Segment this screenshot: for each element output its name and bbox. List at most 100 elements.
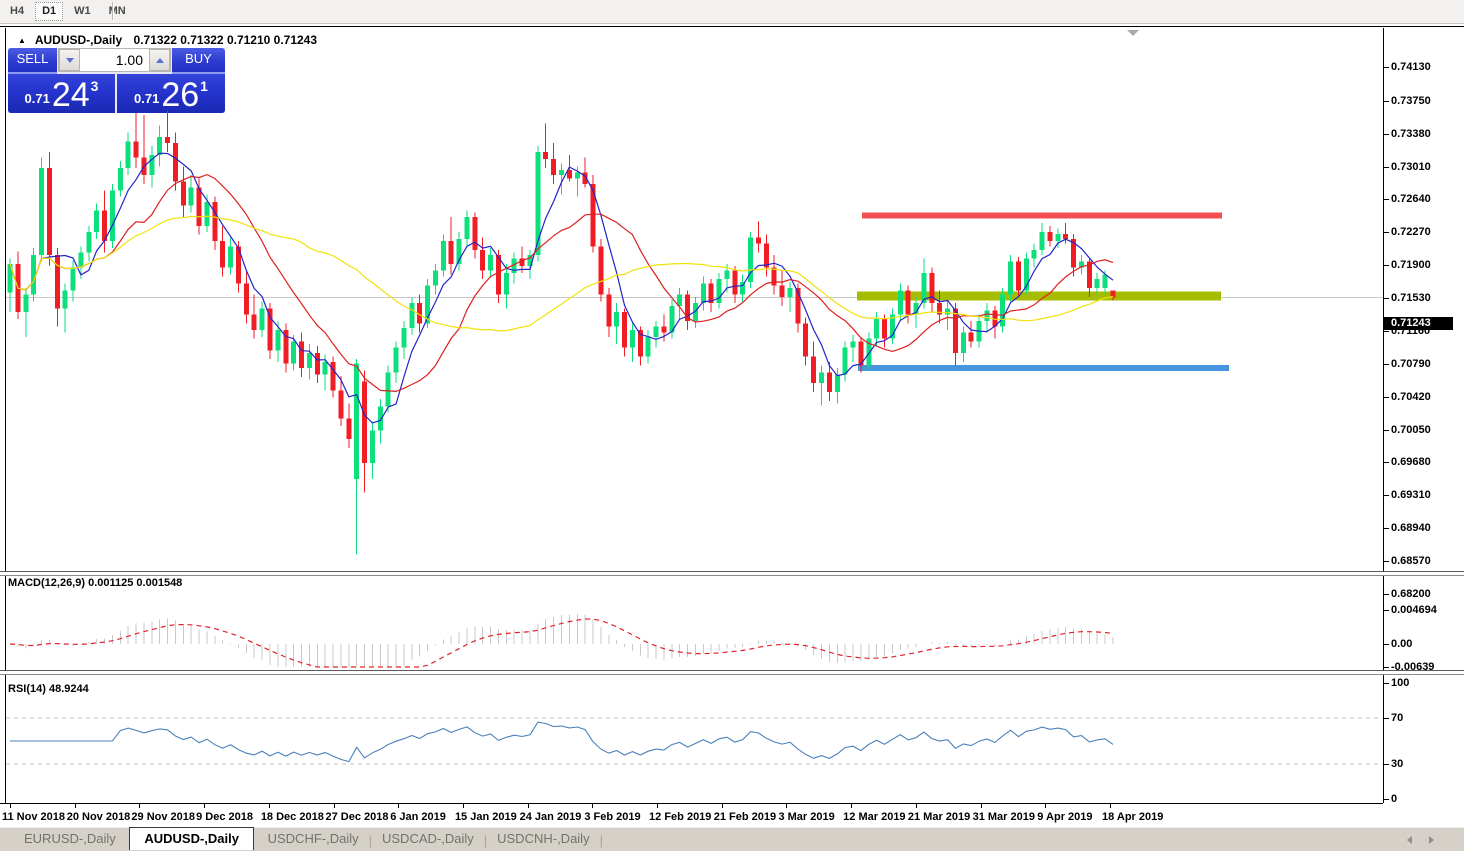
candle-bullish: [306, 352, 312, 369]
candle-bearish: [708, 283, 714, 304]
chart-tab-usdcnh[interactable]: USDCNH-,Daily: [497, 831, 590, 846]
candle-bearish: [952, 308, 958, 353]
candle-bullish: [377, 406, 383, 431]
candle-bearish: [472, 216, 478, 250]
sell-price-button[interactable]: 0.71 24 3: [8, 74, 115, 113]
price-tick: [1384, 298, 1389, 300]
buy-button[interactable]: BUY: [172, 48, 225, 74]
candle-bearish: [795, 288, 801, 324]
support-line[interactable]: [858, 364, 1229, 371]
candle-bearish: [606, 294, 612, 327]
candle-bearish: [1110, 290, 1116, 298]
chart-tab-eurusd[interactable]: EURUSD-,Daily: [24, 831, 116, 846]
panel-divider[interactable]: [0, 670, 1464, 675]
chart-tab-bar: EURUSD-,Daily AUDUSD-,Daily USDCHF-,Dail…: [0, 826, 1464, 851]
triangle-up-icon: [155, 57, 164, 63]
candle-bearish: [779, 285, 785, 297]
date-tick: [786, 804, 788, 808]
triangle-down-icon: [65, 57, 74, 63]
sell-price-point: 3: [90, 78, 99, 94]
price-tick: [1384, 429, 1389, 431]
candle-bullish: [1094, 279, 1100, 289]
rsi-axis-label: 30: [1391, 758, 1404, 771]
macd-axis-label: 0.004694: [1391, 604, 1437, 617]
candle-bullish: [913, 303, 919, 315]
candle-bullish: [1008, 261, 1014, 295]
macd-signal-line: [9, 618, 1114, 668]
chart-tab-audusd[interactable]: AUDUSD-,Daily: [129, 827, 254, 850]
resistance-line[interactable]: [862, 212, 1222, 219]
price-tick: [1384, 199, 1389, 201]
buy-price-button[interactable]: 0.71 26 1: [117, 74, 225, 113]
price-tick: [1384, 166, 1389, 168]
candle-bearish: [235, 246, 241, 284]
date-tick: [527, 804, 529, 808]
scroll-to-end-icon[interactable]: [1127, 30, 1139, 36]
candle-bearish: [937, 303, 943, 315]
date-tick: [139, 804, 141, 808]
date-axis-label: 18 Dec 2018: [260, 811, 324, 823]
timeframe-button-h4[interactable]: H4: [10, 5, 25, 17]
date-tick: [592, 804, 594, 808]
pivot-line[interactable]: [857, 291, 1221, 301]
candle-bearish: [346, 418, 352, 440]
candle-bullish: [432, 270, 438, 286]
candle-bearish: [1015, 261, 1021, 291]
candle-bearish: [267, 308, 273, 351]
candle-bullish: [503, 272, 509, 295]
date-tick: [204, 804, 206, 808]
timeframe-button-w1[interactable]: W1: [74, 5, 91, 17]
volume-increase-button[interactable]: [149, 49, 170, 71]
tab-scroll-left-icon[interactable]: [1407, 836, 1412, 844]
date-axis-label: 24 Jan 2019: [519, 811, 582, 823]
price-axis-label: 0.69310: [1391, 489, 1431, 502]
macd-axis-tick: [1384, 644, 1389, 645]
sell-price-prefix: 0.71: [24, 91, 50, 106]
chart-tab-usdchf[interactable]: USDCHF-,Daily: [267, 831, 359, 846]
sell-button[interactable]: SELL: [8, 48, 57, 74]
volume-decrease-button[interactable]: [59, 49, 80, 71]
macd-axis-label: -0.00639: [1391, 661, 1435, 673]
candle-bearish: [929, 272, 935, 304]
tab-scroll-right-icon[interactable]: [1429, 836, 1434, 844]
candle-bearish: [283, 329, 289, 364]
timeframe-toolbar: H4 D1 W1 MN: [0, 0, 1464, 24]
candle-bullish: [70, 267, 76, 291]
rsi-axis-label: 70: [1391, 711, 1404, 724]
date-axis-label: 15 Jan 2019: [454, 811, 517, 823]
candle-bullish: [527, 255, 533, 266]
candle-bullish: [291, 341, 297, 364]
panel-divider[interactable]: [0, 571, 1464, 576]
chart-tab-usdcad[interactable]: USDCAD-,Daily: [382, 831, 474, 846]
timeframe-button-mn[interactable]: MN: [108, 5, 126, 17]
candle-bullish: [149, 154, 155, 176]
candle-bearish: [858, 341, 864, 366]
candle-bullish: [748, 237, 754, 282]
volume-value[interactable]: 1.00: [115, 52, 143, 68]
rsi-axis-tick: [1384, 799, 1389, 800]
collapse-panel-icon[interactable]: ▲: [18, 36, 26, 45]
chart-symbol-period: AUDUSD-,Daily: [34, 33, 123, 47]
candle-bullish: [653, 326, 659, 337]
candle-bullish: [1102, 274, 1108, 289]
candle-bullish: [692, 303, 698, 321]
candle-bearish: [968, 332, 974, 342]
price-tick: [1384, 528, 1389, 530]
candle-bearish: [165, 136, 171, 144]
date-tick: [721, 804, 723, 808]
price-tick: [1384, 133, 1389, 135]
candle-bullish: [716, 279, 722, 304]
price-axis-label: 0.72270: [1391, 226, 1431, 239]
ma-medium-line: [9, 173, 1114, 393]
candle-bearish: [133, 141, 139, 158]
date-axis-label: 21 Mar 2019: [907, 811, 971, 823]
date-tick: [10, 804, 11, 808]
candle-bullish: [369, 430, 375, 464]
candle-bullish: [409, 303, 415, 329]
candle-bearish: [480, 249, 486, 271]
candle-bearish: [1063, 233, 1069, 240]
candle-bearish: [1071, 239, 1077, 268]
date-axis-label: 12 Feb 2019: [649, 811, 712, 823]
price-chart-canvas[interactable]: [0, 28, 1383, 571]
timeframe-button-d1[interactable]: D1: [35, 2, 64, 21]
